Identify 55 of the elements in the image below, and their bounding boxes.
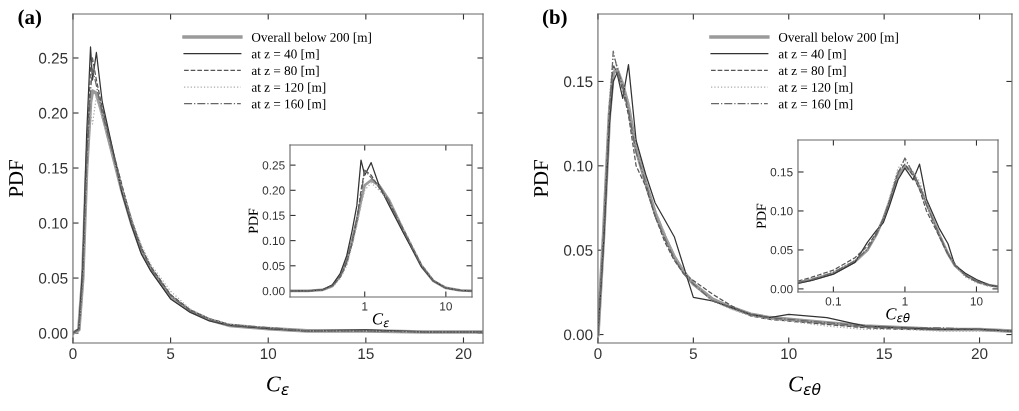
y-tick-label: 0.10 [770, 206, 793, 216]
legend-label: Overall below 200 [m] [778, 32, 898, 44]
x-tick-label: 10 [781, 348, 797, 360]
y-tick-label: 0.25 [262, 161, 285, 170]
x-tick-label: 1 [362, 302, 368, 311]
y-axis-title: PDF [248, 208, 258, 234]
x-tick-label: 0 [69, 348, 77, 360]
x-tick-label: 20 [971, 348, 988, 360]
y-tick-label: 0.10 [38, 217, 68, 229]
y-tick-label: 0.00 [38, 327, 68, 339]
y-tick-label: 0.05 [563, 245, 593, 256]
y-tick-label: 0.25 [38, 52, 68, 64]
legend-label: at z = 160 [m] [778, 99, 853, 111]
x-axis-title: C$_{ε}$ [372, 313, 390, 328]
x-axis-title: C$_{εθ}$ [886, 308, 910, 323]
x-axis-title: C$_{εθ}$ [789, 376, 821, 396]
x-tick-label: 1 [902, 297, 908, 306]
y-tick-label: 0.20 [38, 107, 68, 119]
x-tick-label: 5 [166, 348, 175, 360]
x-tick-label: 15 [358, 348, 374, 360]
x-tick-label: 15 [876, 348, 892, 360]
y-tick-label: 0.05 [262, 261, 285, 271]
x-tick-label: 20 [455, 348, 472, 360]
y-tick-label: 0.15 [563, 76, 593, 88]
legend-label: at z = 120 [m] [778, 82, 853, 94]
x-tick-label: 10 [440, 302, 452, 311]
chart-title: (a) [18, 9, 41, 29]
y-axis-title: PDF [534, 160, 548, 197]
y-tick-label: 0.10 [262, 236, 285, 246]
x-tick-label: 10 [260, 348, 277, 360]
y-tick-label: 0.15 [770, 168, 793, 177]
y-tick-label: 0.05 [38, 272, 68, 284]
y-tick-label: 0.10 [563, 160, 593, 172]
x-axis-title: C$_{ε}$ [267, 376, 289, 396]
x-tick-label: 0.1 [825, 297, 842, 306]
x-tick-label: 5 [689, 348, 697, 360]
legend-label: at z = 80 [m] [778, 65, 846, 77]
y-tick-label: 0.15 [38, 162, 68, 174]
y-tick-label: 0.00 [770, 284, 793, 294]
x-tick-label: 10 [970, 297, 983, 306]
legend-label: at z = 40 [m] [778, 49, 846, 61]
legend-label: at z = 40 [m] [251, 49, 319, 61]
y-axis-title: PDF [9, 160, 23, 197]
y-tick-label: 0.05 [770, 245, 793, 255]
chart-title: (b) [542, 9, 567, 29]
y-tick-label: 0.20 [262, 186, 285, 195]
x-tick-label: 0 [594, 348, 602, 360]
y-tick-label: 0.00 [563, 329, 593, 341]
y-tick-label: 0.15 [262, 211, 285, 220]
y-axis-title: PDF [756, 203, 766, 229]
legend-label: Overall below 200 [m] [251, 32, 371, 44]
legend-label: at z = 80 [m] [251, 65, 319, 77]
y-tick-label: 0.00 [262, 286, 285, 296]
legend-label: at z = 120 [m] [251, 82, 326, 94]
legend-label: at z = 160 [m] [251, 99, 326, 111]
